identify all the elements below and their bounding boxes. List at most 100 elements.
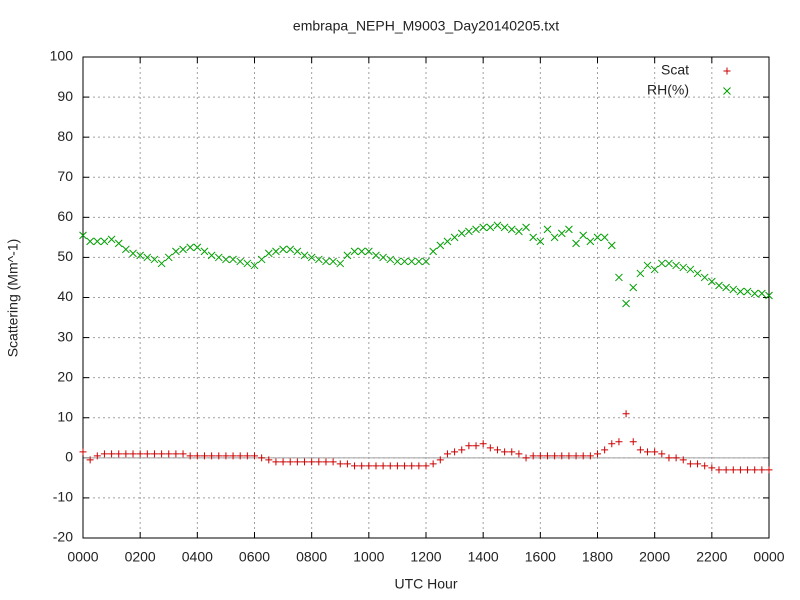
data-point (572, 239, 580, 248)
legend-marker (723, 87, 731, 95)
data-point (393, 462, 401, 470)
data-point (422, 257, 430, 266)
data-point (572, 452, 580, 460)
data-point (629, 283, 638, 292)
y-tick-label: 40 (57, 288, 73, 304)
data-point (679, 263, 688, 272)
data-point (179, 245, 187, 254)
data-point (214, 253, 223, 262)
data-point (522, 454, 530, 462)
x-tick-label: 0400 (182, 549, 213, 565)
data-point (636, 446, 644, 454)
data-point (272, 458, 280, 466)
data-point (586, 452, 594, 460)
data-point (329, 458, 337, 466)
data-point (508, 448, 516, 456)
y-tick-label: 70 (57, 168, 73, 184)
data-point (651, 448, 659, 456)
data-point (694, 460, 702, 468)
data-point (751, 466, 759, 474)
data-point (386, 255, 395, 264)
data-point (365, 462, 373, 470)
x-tick-label: 0800 (296, 549, 327, 565)
data-point (364, 247, 373, 256)
data-point (208, 452, 216, 460)
data-point (307, 253, 316, 262)
data-point (401, 462, 409, 470)
data-point (550, 233, 559, 242)
data-point (665, 454, 673, 462)
data-point (264, 249, 273, 258)
data-point (529, 233, 538, 242)
data-point (343, 251, 352, 260)
data-point (643, 261, 652, 270)
data-point (729, 466, 737, 474)
data-point (565, 225, 573, 234)
data-point (408, 462, 416, 470)
data-point (722, 466, 730, 474)
data-point (500, 223, 509, 232)
data-point (186, 243, 195, 252)
data-point (393, 257, 402, 266)
data-point (515, 227, 523, 236)
data-point (286, 245, 295, 254)
y-tick-label: 50 (57, 248, 73, 264)
data-point (79, 231, 87, 240)
data-point (465, 227, 473, 236)
x-tick-label: 0200 (125, 549, 156, 565)
data-point (429, 460, 437, 468)
data-point (143, 450, 151, 458)
data-point (350, 247, 359, 256)
data-point (536, 452, 544, 460)
data-point (379, 253, 387, 262)
data-point (415, 257, 423, 266)
data-point (707, 277, 716, 286)
x-tick-label: 1600 (525, 549, 556, 565)
data-point (686, 265, 695, 274)
data-point (465, 442, 473, 450)
data-point (443, 450, 451, 458)
data-point (236, 452, 244, 460)
data-point (615, 273, 623, 282)
data-point (79, 448, 87, 456)
data-point (351, 462, 359, 470)
x-tick-label: 2000 (639, 549, 670, 565)
data-point (315, 458, 323, 466)
data-point (314, 255, 323, 264)
data-point (700, 273, 709, 282)
data-point (686, 460, 694, 468)
data-point (86, 237, 94, 246)
y-tick-label: -10 (53, 489, 73, 505)
data-point (436, 241, 445, 250)
data-point (615, 438, 623, 446)
data-point (336, 259, 345, 268)
data-point (100, 450, 108, 458)
data-point (536, 237, 545, 246)
data-point (450, 233, 459, 242)
data-point (165, 450, 173, 458)
data-point (372, 462, 380, 470)
data-point (672, 261, 680, 270)
data-point (750, 289, 759, 298)
x-tick-label: 1800 (582, 549, 613, 565)
legend-label: Scat (661, 62, 689, 78)
data-point (579, 231, 588, 240)
data-point (93, 452, 101, 460)
data-point (458, 446, 466, 454)
y-tick-label: 30 (57, 328, 73, 344)
data-point (301, 458, 309, 466)
data-point (150, 255, 159, 264)
data-point (300, 251, 309, 260)
data-point (600, 233, 609, 242)
data-point (665, 259, 673, 268)
data-point (336, 460, 344, 468)
x-tick-label: 1200 (410, 549, 441, 565)
data-point (222, 255, 230, 264)
data-point (729, 285, 738, 294)
data-point (243, 452, 251, 460)
data-point (594, 450, 601, 458)
data-point (150, 450, 158, 458)
data-point (400, 257, 409, 266)
data-point (379, 462, 387, 470)
data-point (158, 450, 166, 458)
